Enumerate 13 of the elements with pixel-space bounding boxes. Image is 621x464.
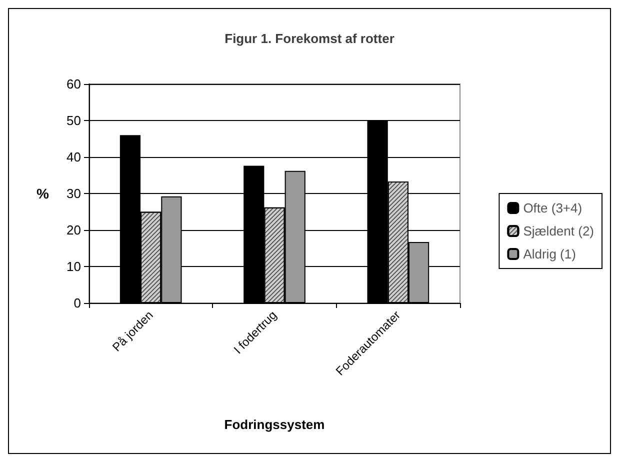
y-tick-label: 20 xyxy=(66,222,81,238)
y-tick-label: 60 xyxy=(66,76,81,92)
legend-label: Ofte (3+4) xyxy=(523,200,582,216)
y-tick-label: 40 xyxy=(66,150,81,164)
chart-title: Figur 1. Forekomst af rotter xyxy=(224,31,394,46)
y-tick-label: 10 xyxy=(66,259,81,274)
y-tick-label: 30 xyxy=(66,186,81,201)
legend-label: Aldrig (1) xyxy=(523,246,576,262)
y-tick-label: 0 xyxy=(74,296,81,310)
y-tick-label: 50 xyxy=(66,113,81,128)
y-axis-title: % xyxy=(36,186,50,202)
legend-label: Sjældent (2) xyxy=(523,224,594,238)
x-axis-title: Fodringssystem xyxy=(224,417,325,432)
